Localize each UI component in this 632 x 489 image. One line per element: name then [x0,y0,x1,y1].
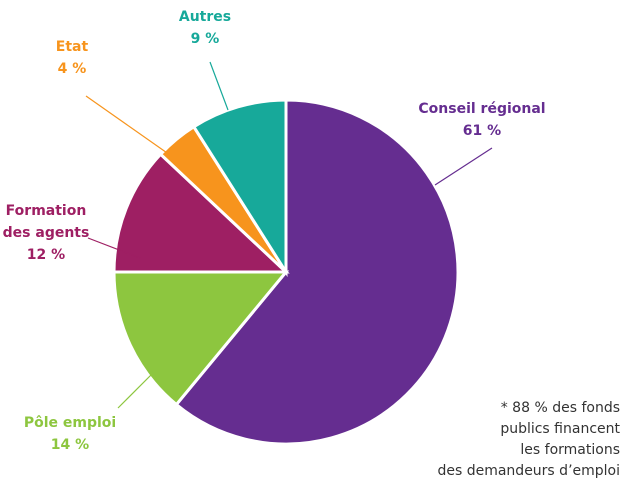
leader-line [209,61,229,111]
pie-slice [174,98,460,446]
slice-label: Pôle emploi 14 % [10,412,130,456]
value-label: 12 % [26,247,66,263]
slice-label: Autres 9 % [170,6,240,50]
value-label: 14 % [50,437,90,453]
slice-label: Etat 4 % [42,36,102,80]
value-label: 9 % [190,31,220,47]
pie-slice [112,270,290,407]
footnote-line: des demandeurs d’emploi [437,463,620,479]
value-label: 4 % [57,61,87,77]
leader-line [117,373,153,409]
leader-line [434,147,493,186]
footnote-line: * 88 % des fonds [500,400,620,416]
category-name: Etat [55,39,89,55]
category-name: Pôle emploi [23,415,117,431]
pie-slice [191,98,288,278]
footnote-line: publics financent [500,421,620,437]
footnote-line: les formations [520,442,620,458]
category-name: Autres [178,9,232,25]
category-name: Conseil régional [418,101,546,117]
pie-slice [112,152,290,274]
leader-line [85,95,171,156]
footnote: * 88 % des fonds publics financent les for… [437,398,620,482]
category-name: Formation des agents [2,203,90,241]
slice-label: Formation des agents 12 % [1,200,91,266]
leader-line [87,237,141,259]
value-label: 61 % [462,123,502,139]
slice-label: Conseil régional 61 % [412,98,552,142]
